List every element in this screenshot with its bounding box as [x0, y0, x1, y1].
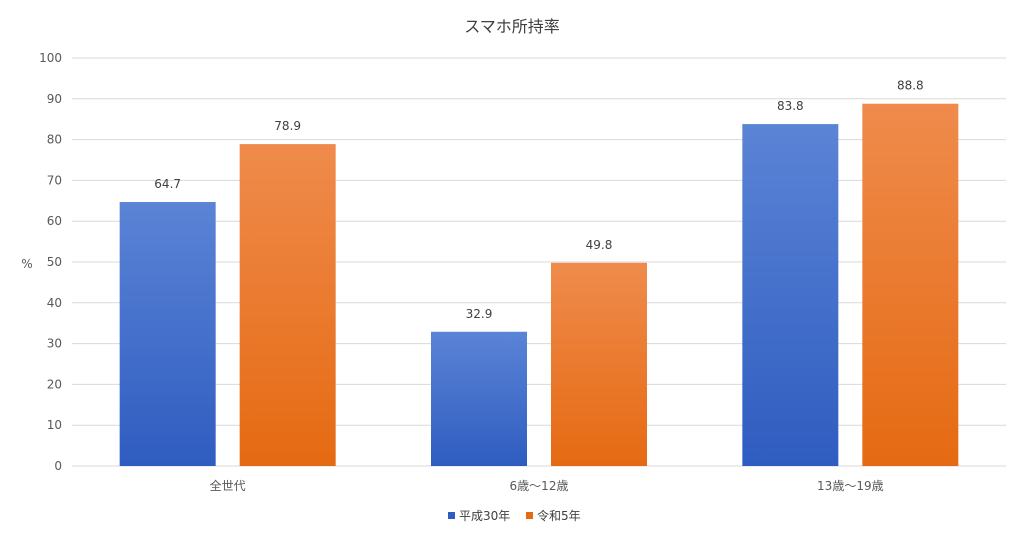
y-tick-label: 90: [47, 92, 62, 106]
bar-series1: [742, 124, 839, 466]
legend-label: 令和5年: [537, 508, 581, 523]
bar-series1: [431, 331, 527, 466]
data-labels: 64.7 78.9 32.9 49.8 83.8 88.8: [154, 79, 923, 321]
y-tick-label: 10: [47, 418, 62, 432]
data-label: 49.8: [586, 238, 613, 252]
bars: [119, 103, 959, 467]
legend-swatch: [448, 512, 455, 519]
x-tick-label: 6歳～12歳: [510, 479, 569, 493]
y-tick-label: 60: [47, 214, 62, 228]
y-tick-label: 0: [54, 459, 62, 473]
legend: 平成30年 令和5年: [448, 508, 581, 523]
y-tick-label: 80: [47, 133, 62, 147]
y-tick-label: 50: [47, 255, 62, 269]
bar-series1: [119, 202, 216, 467]
bar-series2: [862, 103, 959, 467]
data-label: 83.8: [777, 99, 804, 113]
x-tick-label: 13歳～19歳: [817, 479, 884, 493]
bar-series2: [551, 262, 647, 466]
data-label: 32.9: [466, 307, 493, 321]
data-label: 78.9: [274, 119, 301, 133]
x-tick-label: 全世代: [210, 478, 246, 493]
legend-label: 平成30年: [459, 509, 510, 523]
bar-series2: [239, 144, 336, 466]
gridlines: [72, 57, 1006, 467]
y-tick-label: 30: [47, 337, 62, 351]
data-label: 64.7: [154, 177, 181, 191]
y-tick-label: 40: [47, 296, 62, 310]
y-axis-label: %: [21, 257, 32, 271]
y-tick-label: 70: [47, 173, 62, 187]
x-axis-ticks: 全世代 6歳～12歳 13歳～19歳: [210, 478, 884, 493]
y-tick-label: 20: [47, 377, 62, 391]
y-tick-label: 100: [39, 51, 62, 65]
chart-title: スマホ所持率: [464, 17, 560, 36]
data-label: 88.8: [897, 79, 924, 93]
legend-swatch: [526, 512, 533, 519]
y-axis-ticks: 0 10 20 30 40 50 60 70 80 90 100: [39, 51, 62, 473]
